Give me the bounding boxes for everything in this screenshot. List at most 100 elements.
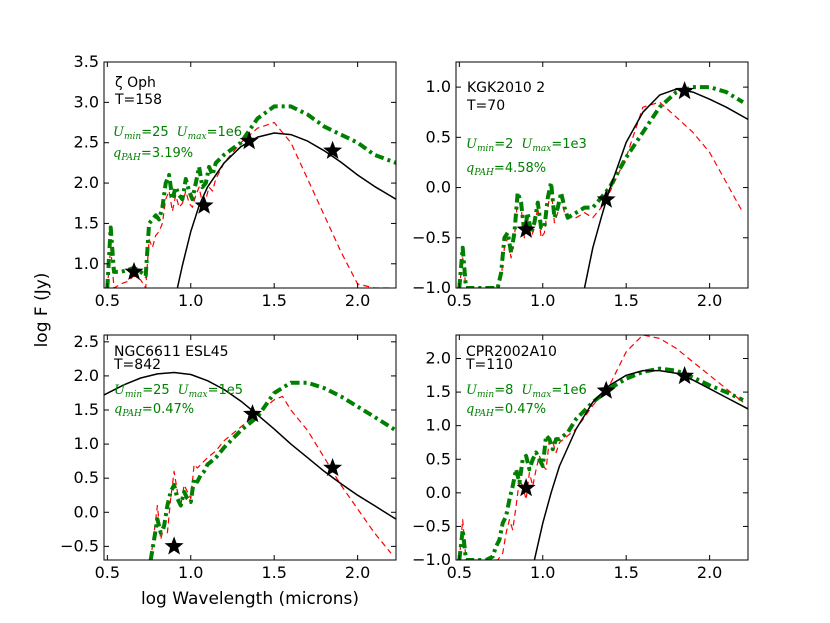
panel-2-x-tick-label: 2.0	[697, 291, 722, 310]
panel-3-y-tick-label: 1.5	[74, 400, 99, 419]
panel-1-photometry-star	[124, 261, 144, 280]
panel-3-x-tick-label: 2.0	[345, 563, 370, 582]
panel-4-solid-line	[533, 369, 748, 560]
panel-1-qpah: qPAH=3.19%	[113, 146, 193, 163]
panel-2-temperature: T=70	[466, 98, 505, 114]
panel-3-umin-value: 25	[153, 383, 170, 398]
panel-4-x-tick-label: 1.0	[530, 563, 555, 582]
panel-3-frame	[103, 334, 397, 561]
panel-1-series	[105, 104, 396, 288]
panel-3-temperature: T=842	[113, 357, 161, 373]
panel-4-qpah: qPAH=0.47%	[466, 402, 546, 419]
panel-1-solid-line	[176, 132, 396, 288]
panel-1-umin-value: 25	[152, 125, 169, 140]
panel-4: 0.5 1.0 1.5 2.0 −1.0 −0.5 0.0 0.5 1.0 1.5 2.0 CPR2…	[412, 334, 749, 582]
panel-2-x-tick-label: 1.0	[530, 291, 555, 310]
panel-4-dashdot-line	[457, 366, 744, 560]
panel-2-umin-umax: Umin=2 Umax=1e3	[466, 137, 587, 154]
panel-1-ticks: 0.5 1.0 1.5 2.0 1.0 1.5 2.0 2.5 3.0 3.5	[74, 52, 396, 310]
panel-2-y-tick-label: 1.0	[426, 77, 451, 96]
panel-4-temperature: T=110	[465, 357, 513, 373]
panel-3-dashed-line	[150, 395, 392, 560]
panel-2-y-tick-label: −0.5	[412, 228, 451, 247]
panel-3-qpah: qPAH=0.47%	[114, 402, 194, 419]
panel-1-y-tick-label: 2.0	[74, 173, 99, 192]
panel-4-photometry-star	[596, 380, 616, 399]
panel-4-y-tick-label: 1.0	[426, 416, 451, 435]
panel-2-frame	[455, 61, 749, 289]
panel-1-y-tick-label: 3.5	[74, 52, 99, 71]
panel-3-ticks: 0.5 1.0 1.5 2.0 −0.5 0.0 0.5 1.0 1.5 2.0 2.5	[60, 332, 396, 582]
panel-1-x-tick-label: 2.0	[345, 291, 370, 310]
x-axis-label: log Wavelength (microns)	[141, 589, 359, 609]
panel-3-x-tick-label: 0.5	[95, 563, 120, 582]
panel-3-y-tick-label: 1.0	[74, 434, 99, 453]
panel-3-photometry-star	[164, 536, 184, 555]
panel-1-x-tick-label: 1.5	[261, 291, 286, 310]
panel-2-stars	[516, 81, 695, 238]
panel-3-photometry-star	[323, 458, 343, 476]
panel-3-y-tick-label: −0.5	[60, 536, 99, 555]
panel-1-temperature: T=158	[114, 92, 162, 108]
panel-1-x-tick-label: 1.0	[178, 291, 203, 310]
panel-3-stars	[164, 404, 343, 555]
panel-4-umin-umax: Umin=8 Umax=1e6	[466, 383, 587, 400]
panel-4-y-tick-label: 1.5	[426, 382, 451, 401]
panel-1-photometry-star	[323, 140, 343, 159]
panel-2-photometry-star	[596, 189, 616, 208]
panel-1: 0.5 1.0 1.5 2.0 1.0 1.5 2.0 2.5 3.0 3.5 ζ Oph T=1…	[74, 52, 397, 310]
panel-3-photometry-star	[243, 404, 262, 423]
panel-3: 0.5 1.0 1.5 2.0 −0.5 0.0 0.5 1.0 1.5 2.0 2.5 NGC66…	[60, 332, 397, 582]
panel-4-y-tick-label: 0.5	[426, 449, 451, 468]
panel-3-qpah-value: 0.47%	[153, 402, 194, 417]
panel-3-y-tick-label: 0.5	[74, 468, 99, 487]
panel-4-umin-value: 8	[505, 383, 513, 398]
panel-4-y-tick-label: 0.0	[426, 483, 451, 502]
panel-4-x-tick-label: 1.5	[613, 563, 638, 582]
panel-3-x-tick-label: 1.5	[261, 563, 286, 582]
panel-2-qpah: qPAH=4.58%	[466, 161, 546, 178]
y-axis-label: log F (Jy)	[32, 273, 52, 348]
panel-4-title: CPR2002A10	[466, 344, 557, 360]
panel-2: 0.5 1.0 1.5 2.0−1.0−0.50.00.51.0 KGK2010 2 …	[412, 61, 749, 310]
panel-2-y-tick-label: 0.0	[426, 178, 451, 197]
panel-3-series	[104, 371, 396, 560]
panel-1-y-tick-label: 2.5	[74, 133, 99, 152]
panel-1-photometry-star	[194, 195, 214, 214]
panel-4-frame	[455, 334, 749, 561]
panel-2-dashdot-line	[457, 85, 745, 288]
panel-3-y-tick-label: 2.0	[74, 366, 99, 385]
panel-4-y-tick-label: −1.0	[412, 550, 451, 569]
panel-1-photometry-star	[239, 131, 259, 150]
panel-4-qpah-value: 0.47%	[505, 402, 546, 417]
panel-2-y-tick-label: −1.0	[412, 278, 451, 297]
panel-2-title: KGK2010 2	[467, 80, 545, 96]
panel-1-frame	[103, 61, 397, 289]
panel-2-dashed-line	[458, 101, 744, 288]
panel-3-y-tick-label: 2.5	[74, 332, 99, 351]
panel-3-x-tick-label: 1.0	[178, 563, 203, 582]
panel-4-x-tick-label: 0.5	[447, 563, 472, 582]
panel-4-series	[457, 335, 748, 560]
panel-1-dashed-line	[106, 121, 391, 288]
panel-2-qpah-value: 4.58%	[505, 161, 546, 176]
panel-1-x-tick-label: 0.5	[95, 291, 120, 310]
panel-3-y-tick-label: 0.0	[74, 502, 99, 521]
panel-4-umax-value: 1e6	[562, 383, 587, 398]
panel-1-y-tick-label: 1.0	[74, 254, 99, 273]
panel-3-title: NGC6611 ESL45	[114, 344, 229, 360]
panel-2-ticks: 0.5 1.0 1.5 2.0 −1.0 −0.5 0.0 0.5 1.0	[412, 62, 748, 310]
panel-2-photometry-star	[675, 81, 695, 100]
panel-2-y-tick-label: 0.5	[426, 127, 451, 146]
panel-4-x-tick-label: 2.0	[697, 563, 722, 582]
panel-1-stars	[124, 131, 343, 280]
panel-1-umin-umax: Umin=25 Umax=1e6	[113, 125, 242, 142]
panel-3-dashdot-line	[148, 380, 396, 560]
panel-1-qpah-value: 3.19%	[152, 146, 193, 161]
panel-4-y-tick-label: −0.5	[412, 516, 451, 535]
panel-2-solid-line	[583, 88, 748, 288]
panel-3-umin-umax: Umin=25 Umax=1e5	[114, 383, 243, 400]
panel-4-photometry-star	[516, 478, 536, 497]
panel-4-y-tick-label: 2.0	[426, 349, 451, 368]
